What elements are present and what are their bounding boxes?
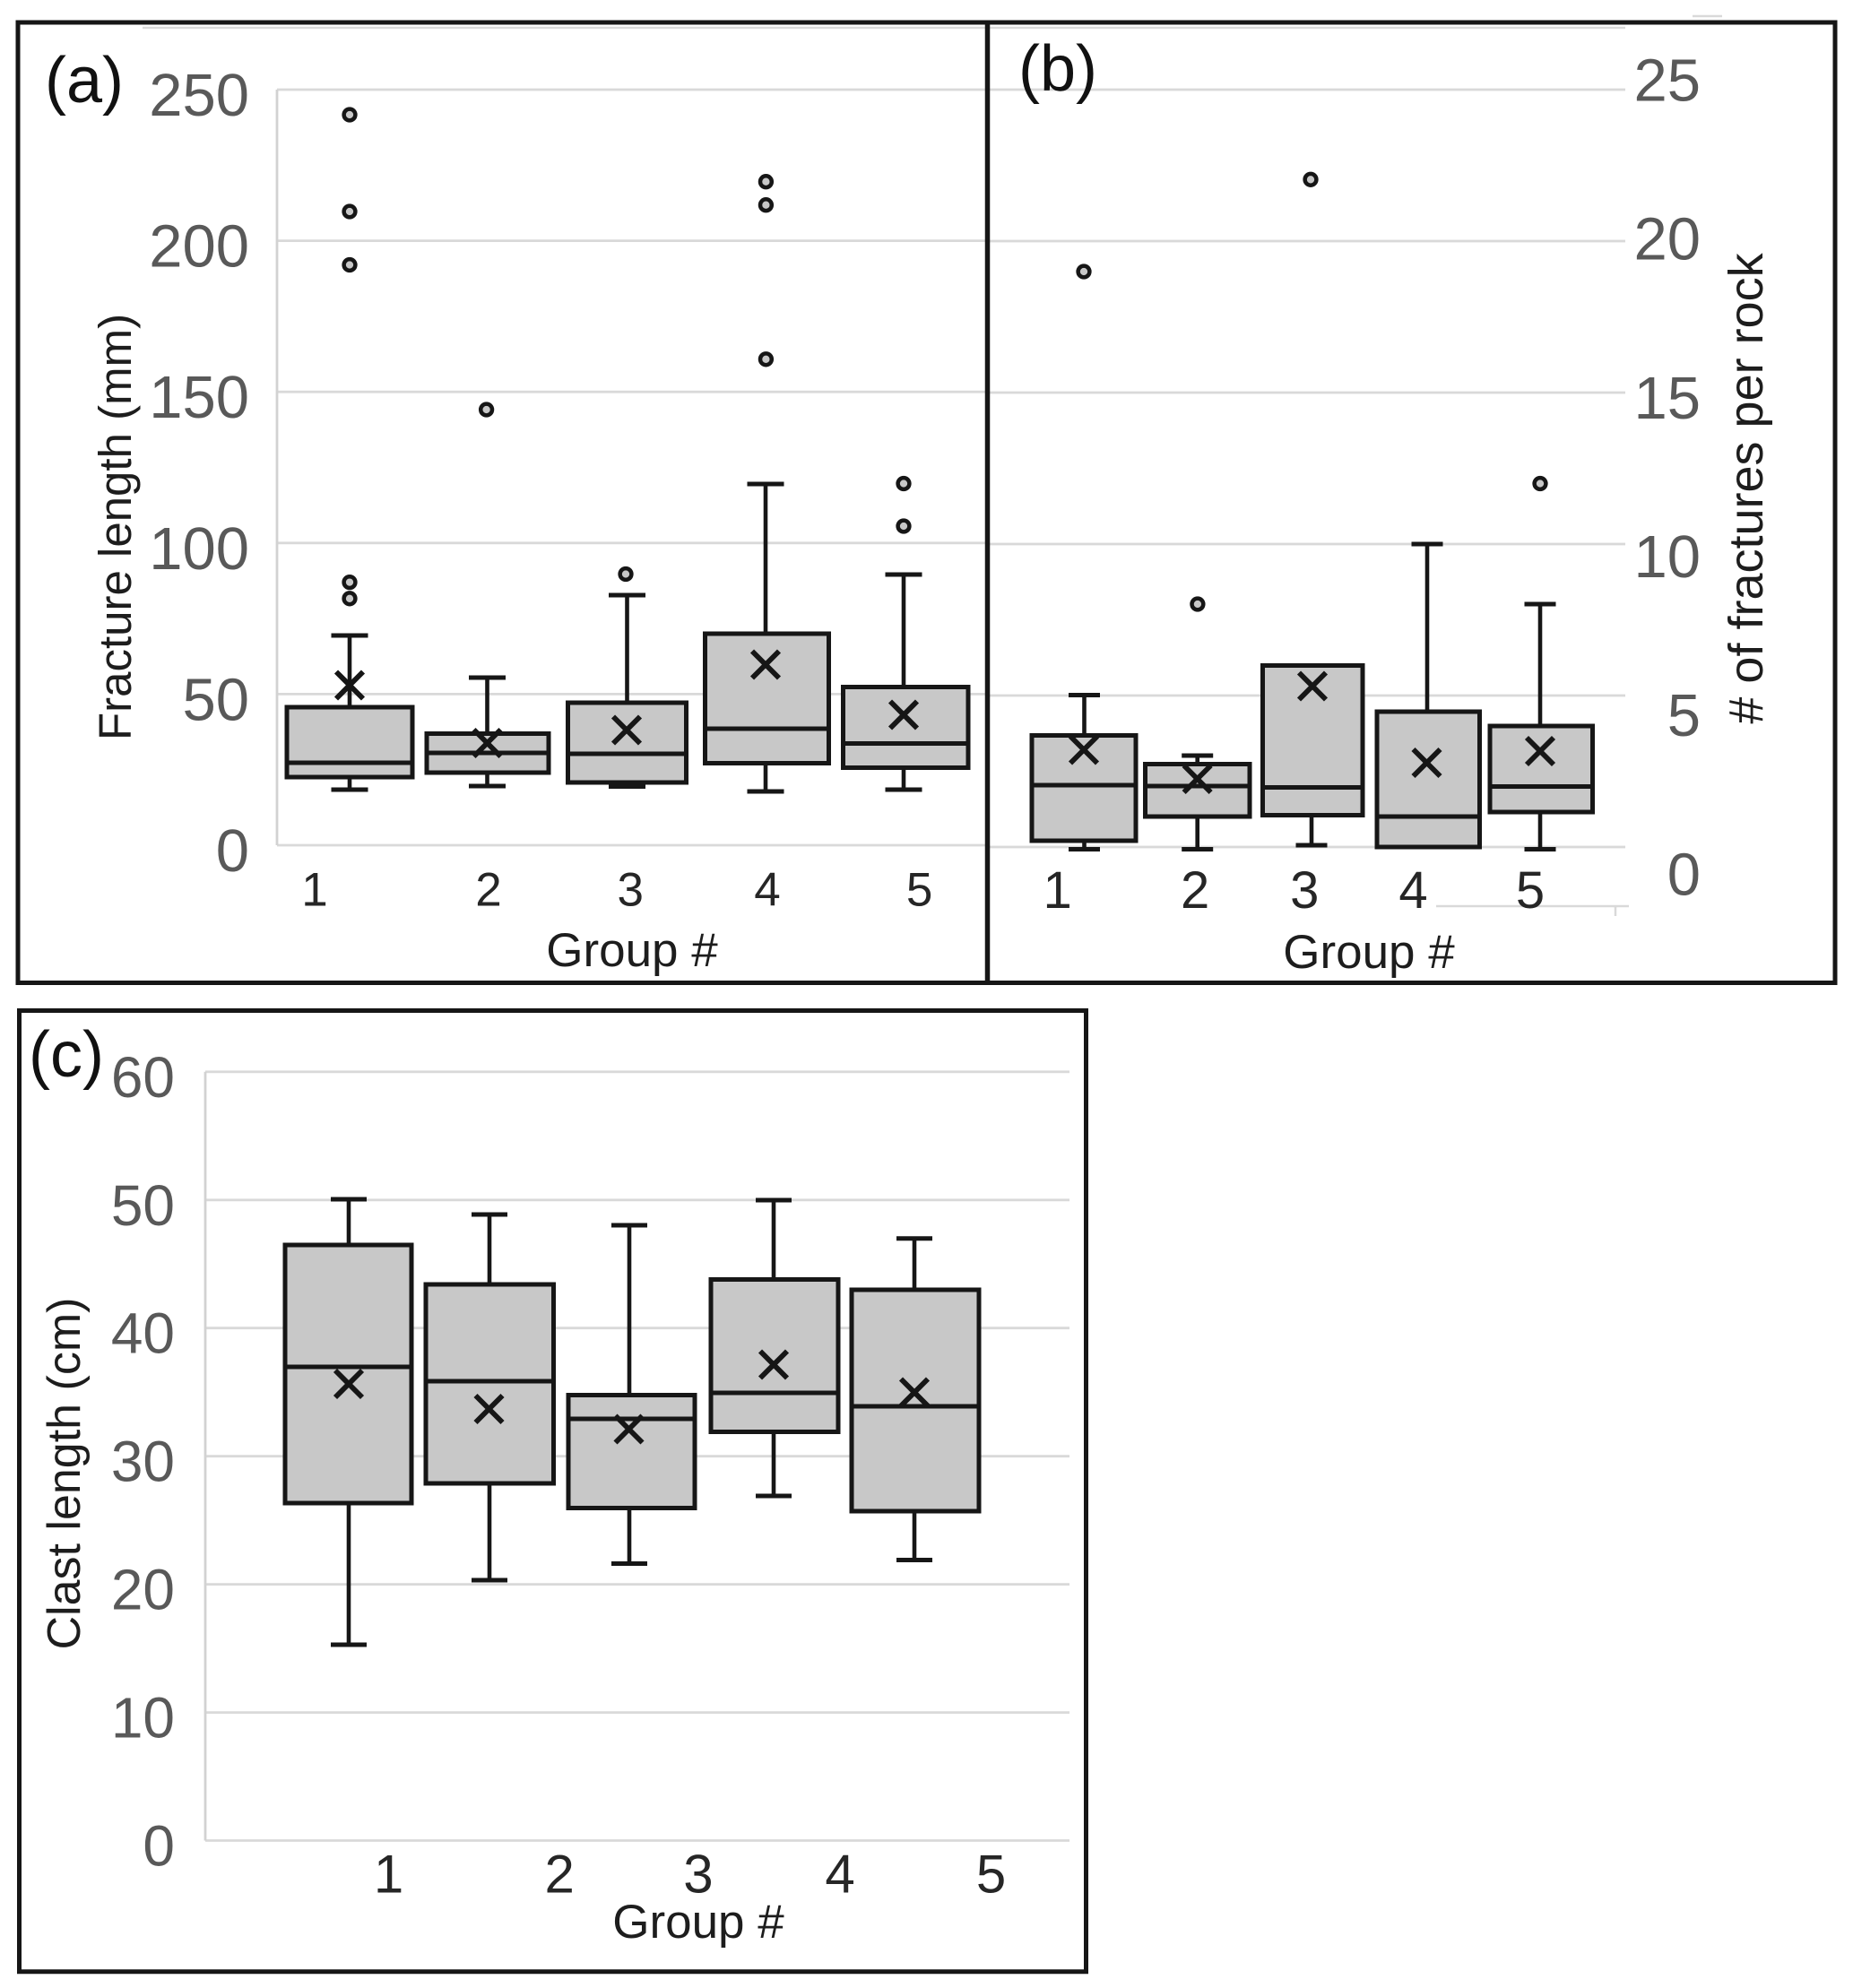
- svg-text:5: 5: [976, 1845, 1006, 1905]
- svg-text:2: 2: [1181, 861, 1209, 920]
- svg-text:(a): (a): [45, 45, 124, 117]
- svg-text:40: 40: [111, 1301, 175, 1366]
- svg-text:10: 10: [1633, 523, 1701, 591]
- svg-text:5: 5: [906, 864, 932, 917]
- svg-text:20: 20: [1633, 206, 1701, 273]
- svg-text:2: 2: [545, 1845, 575, 1905]
- svg-text:15: 15: [1633, 365, 1701, 432]
- svg-text:4: 4: [825, 1845, 854, 1905]
- svg-text:Clast length (cm): Clast length (cm): [39, 1298, 91, 1650]
- svg-text:(c): (c): [29, 1019, 104, 1091]
- svg-text:200: 200: [149, 213, 249, 281]
- svg-text:5: 5: [1516, 861, 1545, 920]
- svg-text:0: 0: [1667, 842, 1701, 909]
- svg-text:3: 3: [1290, 861, 1319, 920]
- svg-text:Group #: Group #: [612, 1896, 784, 1949]
- svg-text:1: 1: [1043, 861, 1071, 920]
- svg-text:150: 150: [149, 364, 249, 431]
- svg-text:4: 4: [1398, 861, 1427, 920]
- svg-text:1: 1: [374, 1845, 403, 1905]
- svg-text:50: 50: [111, 1173, 175, 1238]
- svg-text:20: 20: [111, 1558, 175, 1622]
- svg-text:(b): (b): [1018, 33, 1097, 105]
- svg-text:250: 250: [149, 62, 249, 129]
- svg-text:0: 0: [216, 817, 249, 885]
- svg-text:2: 2: [475, 864, 501, 917]
- svg-text:1: 1: [301, 864, 327, 917]
- svg-text:4: 4: [754, 864, 780, 917]
- svg-text:Group #: Group #: [1283, 926, 1455, 979]
- svg-text:100: 100: [149, 515, 249, 583]
- svg-text:# of fractures per rock: # of fractures per rock: [1719, 252, 1773, 723]
- svg-text:30: 30: [111, 1430, 175, 1494]
- svg-text:50: 50: [182, 666, 249, 733]
- svg-text:5: 5: [1667, 682, 1701, 749]
- svg-text:Group #: Group #: [546, 924, 718, 977]
- svg-text:Fracture length (mm): Fracture length (mm): [90, 314, 141, 740]
- svg-text:10: 10: [111, 1686, 175, 1750]
- svg-text:0: 0: [143, 1814, 175, 1879]
- svg-text:3: 3: [683, 1845, 713, 1905]
- svg-text:3: 3: [618, 864, 644, 917]
- svg-text:25: 25: [1633, 48, 1701, 115]
- svg-text:60: 60: [111, 1045, 175, 1110]
